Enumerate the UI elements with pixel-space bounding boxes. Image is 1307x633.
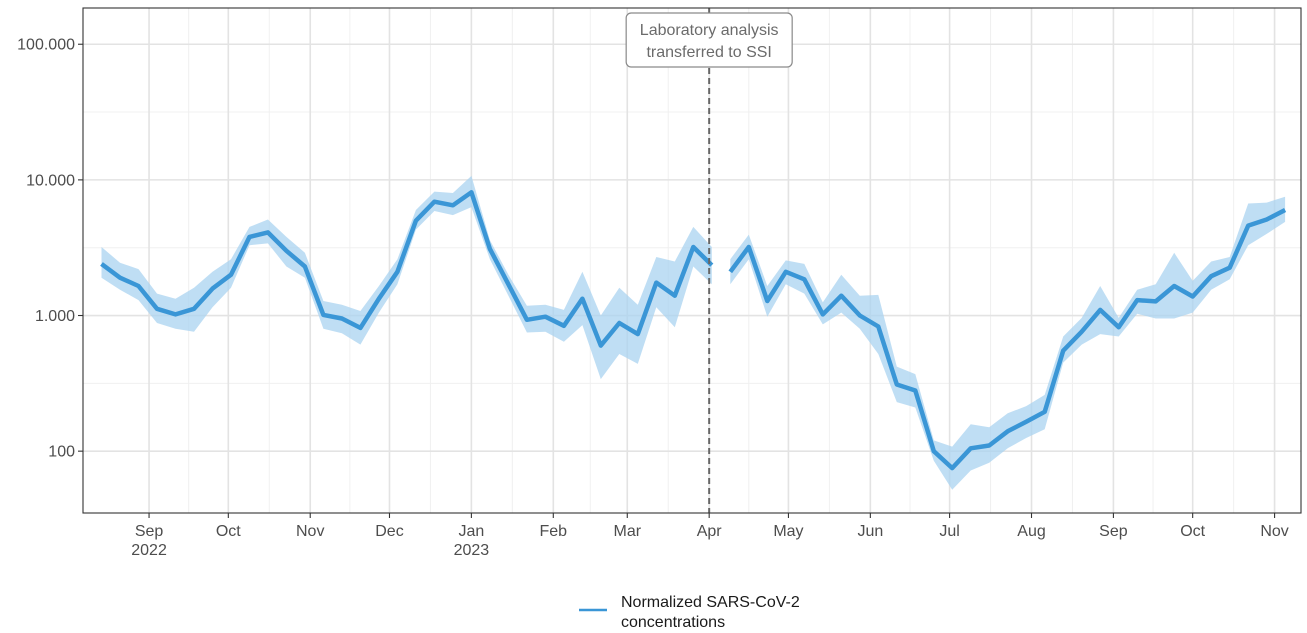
x-tick-label: Mar [613,523,641,540]
x-tick-label: Sep [1099,523,1128,540]
x-tick-label: Nov [296,523,324,540]
x-tick-year-label: 2022 [131,542,167,559]
x-tick-label: Sep [135,523,164,540]
y-tick-label: 100 [48,444,75,461]
x-tick-label: Aug [1017,523,1045,540]
x-tick-label: Dec [375,523,403,540]
series-line-segment [100,190,714,348]
annotation-box [625,12,793,68]
x-tick-label: Jul [939,523,959,540]
legend-label: concentrations [621,614,725,631]
legend-label: Normalized SARS-CoV-2 [621,594,800,611]
x-tick-label: Apr [697,523,723,540]
annotation-text: transferred to SSI [646,44,771,61]
plot-border [82,7,1302,514]
x-tick-label: Jun [857,523,883,540]
x-tick-label: Nov [1260,523,1288,540]
series-lines [100,190,1287,471]
y-tick-label: 100.000 [17,37,75,54]
x-tick-year-label: 2023 [454,542,490,559]
annotation-text: Laboratory analysis [640,22,779,39]
ci-band-segment [101,175,712,380]
series-line-segment [728,208,1287,471]
y-tick-label: 1.000 [35,308,75,325]
annotation: Laboratory analysis transferred to SSI [625,8,793,513]
y-axis: 100 1.000 10.000 100.000 [17,37,83,461]
x-tick-label: May [773,523,803,540]
y-tick-label: 10.000 [26,172,75,189]
legend: Normalized SARS-CoV-2 concentrations [579,594,800,631]
x-axis: Sep 2022 Oct Nov Dec Jan 2023 Feb Mar Apr May Jun Ju… [131,513,1289,559]
x-tick-label: Jan [458,523,484,540]
x-tick-label: Feb [540,523,568,540]
x-tick-label: Oct [216,523,241,540]
x-tick-label: Oct [1180,523,1205,540]
